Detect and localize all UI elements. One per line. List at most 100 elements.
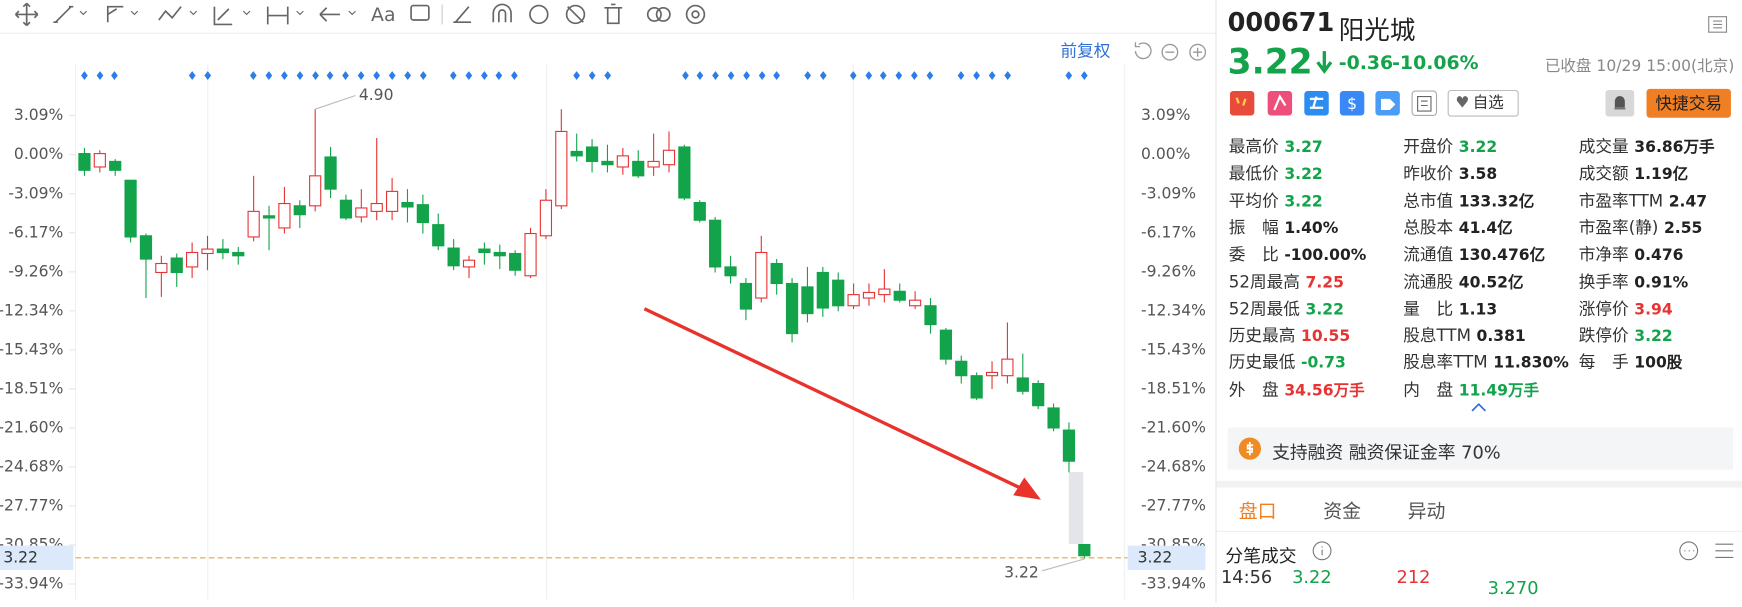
delete-tool[interactable]: [604, 3, 623, 25]
y-tick-label: 3.09%: [14, 106, 63, 124]
tab[interactable]: 异动: [1407, 500, 1446, 524]
candle-body: [555, 130, 568, 207]
watch-label: 自选: [1472, 94, 1504, 113]
quote-label: 股息TTM: [1403, 325, 1471, 346]
price-label: 3.22: [1138, 548, 1173, 566]
sync-tool[interactable]: [529, 4, 549, 25]
margin-box: 支持融资 融资保证金率 70%: [1227, 427, 1734, 470]
panel-icons[interactable]: [1678, 540, 1739, 562]
quote-value: 2.47: [1668, 192, 1708, 211]
candle-body: [293, 205, 306, 216]
tab-border: [1216, 530, 1742, 532]
font-button[interactable]: Aa: [371, 4, 395, 26]
down-arrow: [1316, 51, 1333, 74]
candle-body: [93, 153, 106, 168]
candle-body: [324, 156, 337, 190]
quote-label: 内 盘: [1403, 379, 1454, 400]
quick-trade-button[interactable]: 快捷交易: [1646, 88, 1731, 118]
tab[interactable]: 盘口: [1238, 500, 1277, 524]
tab[interactable]: 资金: [1323, 500, 1361, 524]
measure-tool[interactable]: [266, 6, 289, 25]
quote-item: 流通值 130.476亿: [1403, 242, 1545, 265]
hide-tool[interactable]: [565, 4, 586, 25]
adjust-button[interactable]: 前复权: [1060, 42, 1110, 61]
quote-item: 每 手 100股: [1579, 350, 1683, 373]
event-marker: [588, 71, 596, 80]
quote-value: 0.381: [1476, 327, 1526, 346]
alert-button[interactable]: [1605, 89, 1635, 117]
event-marker: [495, 71, 503, 80]
y2-tick-label: -21.60%: [1141, 418, 1206, 436]
price-label-box: [1127, 545, 1206, 571]
candle-body: [785, 282, 799, 335]
quote-label: 外 盘: [1228, 379, 1279, 400]
event-marker: [758, 71, 766, 80]
quote-value: 3.94: [1634, 300, 1673, 319]
event-marker: [81, 71, 88, 80]
quote-value: 3.22: [1305, 300, 1344, 319]
candle-body: [401, 201, 414, 208]
candle-body: [385, 190, 399, 212]
menu-icon[interactable]: [1705, 13, 1729, 35]
quote-value: 100股: [1634, 354, 1683, 373]
candle-body: [678, 146, 691, 199]
line-tool[interactable]: [53, 5, 74, 24]
candle-body: [847, 294, 860, 307]
candle-body: [985, 371, 999, 377]
trade-cell: 3.270: [1487, 577, 1539, 599]
quote-value: 3.22: [1634, 327, 1673, 346]
quote-label: 最高价: [1228, 136, 1279, 157]
candle-body: [909, 299, 922, 307]
quote-panel: 000671 阳光城 3.22 -0.36 -10.06% 已收盘 10/29 …: [1215, 0, 1742, 604]
quote-label: 52周最高: [1228, 271, 1300, 292]
quote-label: 成交额: [1578, 163, 1629, 184]
tag-icons: $: [1229, 90, 1438, 117]
move-tool[interactable]: [14, 2, 39, 27]
price-label-box: [0, 545, 74, 571]
quote-label: 流通股: [1403, 271, 1454, 292]
collapse-icon[interactable]: [1470, 402, 1488, 413]
reset-button[interactable]: [1134, 42, 1152, 60]
arrow-tool[interactable]: [319, 7, 340, 22]
stock-name: 阳光城: [1338, 16, 1416, 46]
candle-body: [647, 160, 660, 168]
wave-tool[interactable]: [158, 6, 182, 21]
note-tool[interactable]: [410, 4, 430, 21]
event-marker: [449, 71, 457, 80]
y2-tick-label: -3.09%: [1141, 184, 1196, 202]
quote-value: 2.55: [1663, 219, 1703, 238]
trade-cell: 3.22: [1292, 566, 1332, 588]
candle-body: [878, 288, 891, 296]
compare-tool[interactable]: [646, 6, 662, 22]
quote-label: 成交量: [1578, 136, 1629, 157]
candle-body: [216, 248, 229, 254]
last-price: 3.22: [1227, 42, 1313, 83]
candle-body: [709, 219, 722, 268]
candle-body: [416, 204, 429, 224]
y-tick-label: 0.00%: [14, 145, 63, 163]
quote-item: 历史最高 10.55: [1229, 323, 1350, 346]
magnet-tool[interactable]: [492, 3, 512, 23]
info-icon[interactable]: [1311, 540, 1333, 562]
event-marker: [773, 71, 780, 80]
quote-label: 跌停价: [1578, 325, 1629, 346]
quote-label: 每 手: [1578, 352, 1629, 373]
quote-label: 昨收价: [1403, 163, 1454, 184]
chart-area: Aa 前复权 3.09% 3.09% 0.00% 0.00% -3.09% -3.09% -…: [0, 2, 1216, 600]
quote-item: 市盈率TTM 2.47: [1579, 188, 1707, 211]
event-marker: [849, 71, 857, 80]
fib-tool[interactable]: [213, 6, 233, 26]
event-marker: [1004, 71, 1012, 80]
quote-value: 1.19亿: [1634, 165, 1689, 184]
event-marker: [188, 71, 196, 80]
pen-tool[interactable]: [453, 6, 472, 24]
zoom-in[interactable]: [1189, 43, 1207, 61]
event-marker: [712, 71, 719, 80]
zoom-out[interactable]: [1161, 43, 1179, 61]
watch-button[interactable]: ♥ 自选: [1447, 89, 1519, 117]
quote-label: 市净率: [1578, 244, 1629, 265]
candle-body: [247, 210, 260, 238]
y-tick-label: -24.68%: [0, 457, 63, 475]
ray-tool[interactable]: [106, 5, 124, 23]
settings-tool[interactable]: [685, 4, 706, 25]
